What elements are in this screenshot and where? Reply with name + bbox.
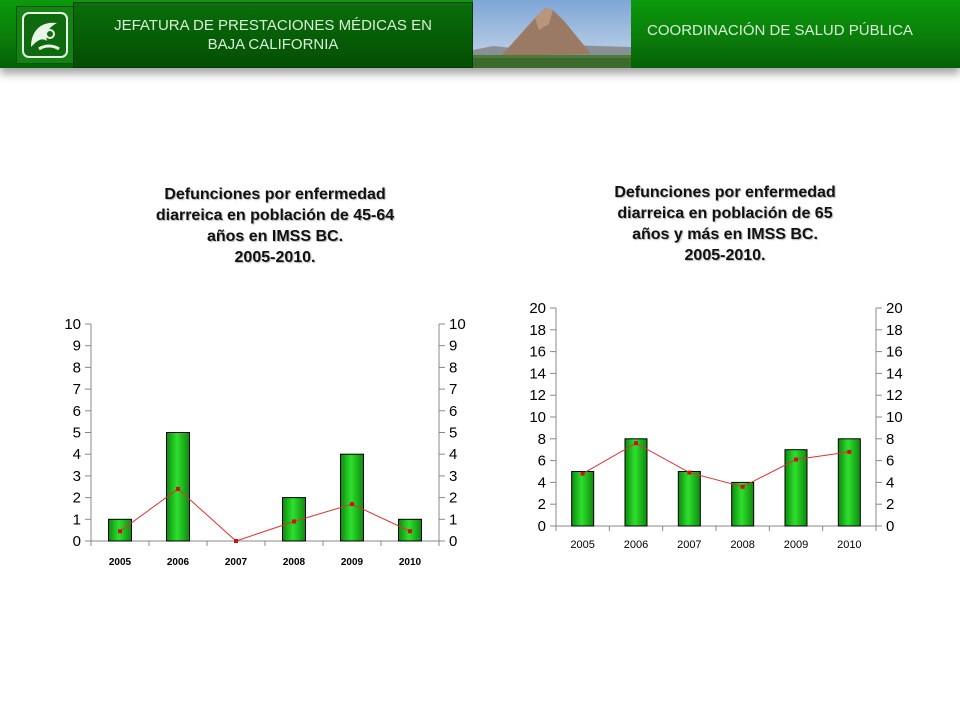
chart2-title-line4: 2005-2010. — [684, 247, 766, 264]
chart2-title-line3: años y más en IMSS BC. — [632, 226, 818, 243]
chart1-y-tick-label: 0 — [73, 533, 81, 550]
chart2-y-tick-label: 6 — [538, 453, 546, 470]
chart2-y2-tick-label: 20 — [886, 300, 903, 317]
chart1-x-tick-label-2005: 2005 — [109, 557, 132, 568]
chart1-bar-2009 — [340, 453, 364, 542]
chart1-trend-point-2006 — [176, 486, 180, 491]
chart1-y2-tick-label: 0 — [449, 533, 457, 550]
chart1-x-tick-label-2007: 2007 — [225, 557, 248, 568]
chart1-trend-point-2009 — [350, 502, 354, 507]
chart2-title-line1: Defunciones por enfermedad — [614, 184, 836, 201]
chart1-trend-line — [119, 488, 411, 542]
chart1-y-tick-label: 4 — [73, 446, 81, 463]
chart1-y-tick-label: 3 — [73, 468, 81, 485]
chart2-title-line2: diarreica en población de 65 — [617, 205, 833, 222]
chart2-y2-tick-label: 0 — [886, 518, 894, 535]
mountain-landscape-photo — [473, 0, 631, 68]
chart2-x-tick-label-2007: 2007 — [677, 539, 701, 551]
chart2-trend-point-2010 — [847, 449, 852, 454]
chart2-bar-2010 — [837, 438, 861, 527]
chart1-x-tick-label-2010: 2010 — [399, 557, 422, 568]
chart1-y-tick-label: 2 — [73, 490, 81, 507]
chart1-y2-tick-label: 6 — [449, 403, 457, 420]
chart1-x-tick-label-2006: 2006 — [167, 557, 190, 568]
chart2-y-tick-label: 16 — [529, 344, 546, 361]
chart2-x-tick-label-2008: 2008 — [730, 539, 754, 551]
chart1-y-tick-label: 6 — [73, 403, 81, 420]
chart2-y2-tick-label: 12 — [886, 387, 903, 404]
chart2-y-tick-label: 14 — [529, 365, 546, 382]
chart2-trend-point-2008 — [740, 484, 745, 489]
chart1-title: Defunciones por enfermedad diarreica en … — [110, 184, 440, 268]
department-title-line2: BAJA CALIFORNIA — [207, 36, 339, 53]
chart2-y-tick-label: 8 — [538, 431, 546, 448]
chart1-trend-point-2010 — [408, 529, 412, 534]
chart1-y2-tick-label: 2 — [449, 490, 457, 507]
chart2-y2-tick-label: 8 — [886, 431, 894, 448]
chart2-y-tick-label: 10 — [529, 409, 546, 426]
chart1-y-tick-label: 7 — [73, 381, 81, 398]
imss-logo-icon — [16, 6, 74, 64]
chart1-bar-2008 — [282, 497, 306, 542]
chart2-y2-tick-label: 4 — [886, 474, 894, 491]
chart2-y-tick-label: 4 — [538, 474, 546, 491]
chart2-y-tick-label: 18 — [529, 322, 546, 339]
coordination-title: COORDINACIÓN DE SALUD PÚBLICA — [647, 22, 913, 39]
chart2-title: Defunciones por enfermedad diarreica en … — [560, 182, 890, 266]
chart2-trend-point-2005 — [580, 471, 585, 476]
chart1-x-tick-label-2008: 2008 — [283, 557, 306, 568]
chart1-y2-tick-label: 10 — [449, 316, 466, 333]
chart2-bar-2009 — [784, 449, 808, 527]
chart1-y-tick-label: 8 — [73, 359, 81, 376]
chart2-y-tick-label: 2 — [538, 496, 546, 513]
department-panel: JEFATURA DE PRESTACIONES MÉDICAS EN BAJA… — [73, 2, 473, 68]
chart2-bar-2008 — [731, 481, 755, 527]
chart2-x-tick-label-2009: 2009 — [784, 539, 808, 551]
chart2-trend-point-2006 — [634, 441, 638, 446]
chart2-y2-tick-label: 2 — [886, 496, 894, 513]
chart2-y2-tick-label: 6 — [886, 453, 894, 470]
chart2-trend-point-2007 — [687, 470, 692, 475]
chart1-trend-point-2005 — [118, 529, 122, 534]
chart2-x-tick-label-2006: 2006 — [624, 539, 648, 551]
chart2-y2-tick-label: 18 — [886, 322, 903, 339]
chart2-bar-2007 — [677, 471, 701, 527]
chart1-y-tick-label: 1 — [73, 511, 81, 528]
chart1-y2-tick-label: 4 — [449, 446, 457, 463]
chart2-trend-point-2009 — [794, 457, 798, 462]
chart2-y-tick-label: 12 — [529, 387, 546, 404]
chart2-y2-tick-label: 16 — [886, 344, 903, 361]
chart1-y2-tick-label: 1 — [449, 511, 457, 528]
chart1-bar-2006 — [166, 432, 190, 542]
chart1-title-line3: años en IMSS BC. — [206, 228, 344, 245]
chart2-bar-2006 — [624, 438, 648, 527]
chart2-y-tick-label: 0 — [538, 518, 546, 535]
chart1-title-line1: Defunciones por enfermedad — [164, 186, 386, 203]
chart1-y2-tick-label: 8 — [449, 359, 457, 376]
chart2-x-tick-label-2005: 2005 — [570, 539, 594, 551]
chart1-y2-tick-label: 5 — [449, 425, 457, 442]
chart1-title-line2: diarreica en población de 45-64 — [155, 207, 395, 224]
chart1-x-tick-label-2009: 2009 — [341, 557, 364, 568]
chart2-trend-line — [582, 442, 850, 488]
chart1-y-tick-label: 10 — [64, 316, 81, 333]
chart1-trend-point-2008 — [292, 519, 296, 524]
chart2-y2-tick-label: 10 — [886, 409, 903, 426]
chart1-y-tick-label: 9 — [73, 338, 81, 355]
chart1-trend-point-2007 — [234, 539, 238, 543]
chart2-y-tick-label: 20 — [529, 300, 546, 317]
chart2-x-tick-label-2010: 2010 — [837, 539, 861, 551]
chart1-y2-tick-label: 3 — [449, 468, 457, 485]
chart2-bar-2005 — [571, 471, 595, 527]
department-title-line1: JEFATURA DE PRESTACIONES MÉDICAS EN — [114, 17, 432, 34]
chart2-y2-tick-label: 14 — [886, 365, 903, 382]
chart1-y2-tick-label: 7 — [449, 381, 457, 398]
header-bar: JEFATURA DE PRESTACIONES MÉDICAS EN BAJA… — [0, 0, 960, 68]
department-title: JEFATURA DE PRESTACIONES MÉDICAS EN BAJA… — [74, 16, 472, 54]
chart1-y2-tick-label: 9 — [449, 338, 457, 355]
chart1-y-tick-label: 5 — [73, 425, 81, 442]
chart1-title-line4: 2005-2010. — [234, 249, 316, 266]
